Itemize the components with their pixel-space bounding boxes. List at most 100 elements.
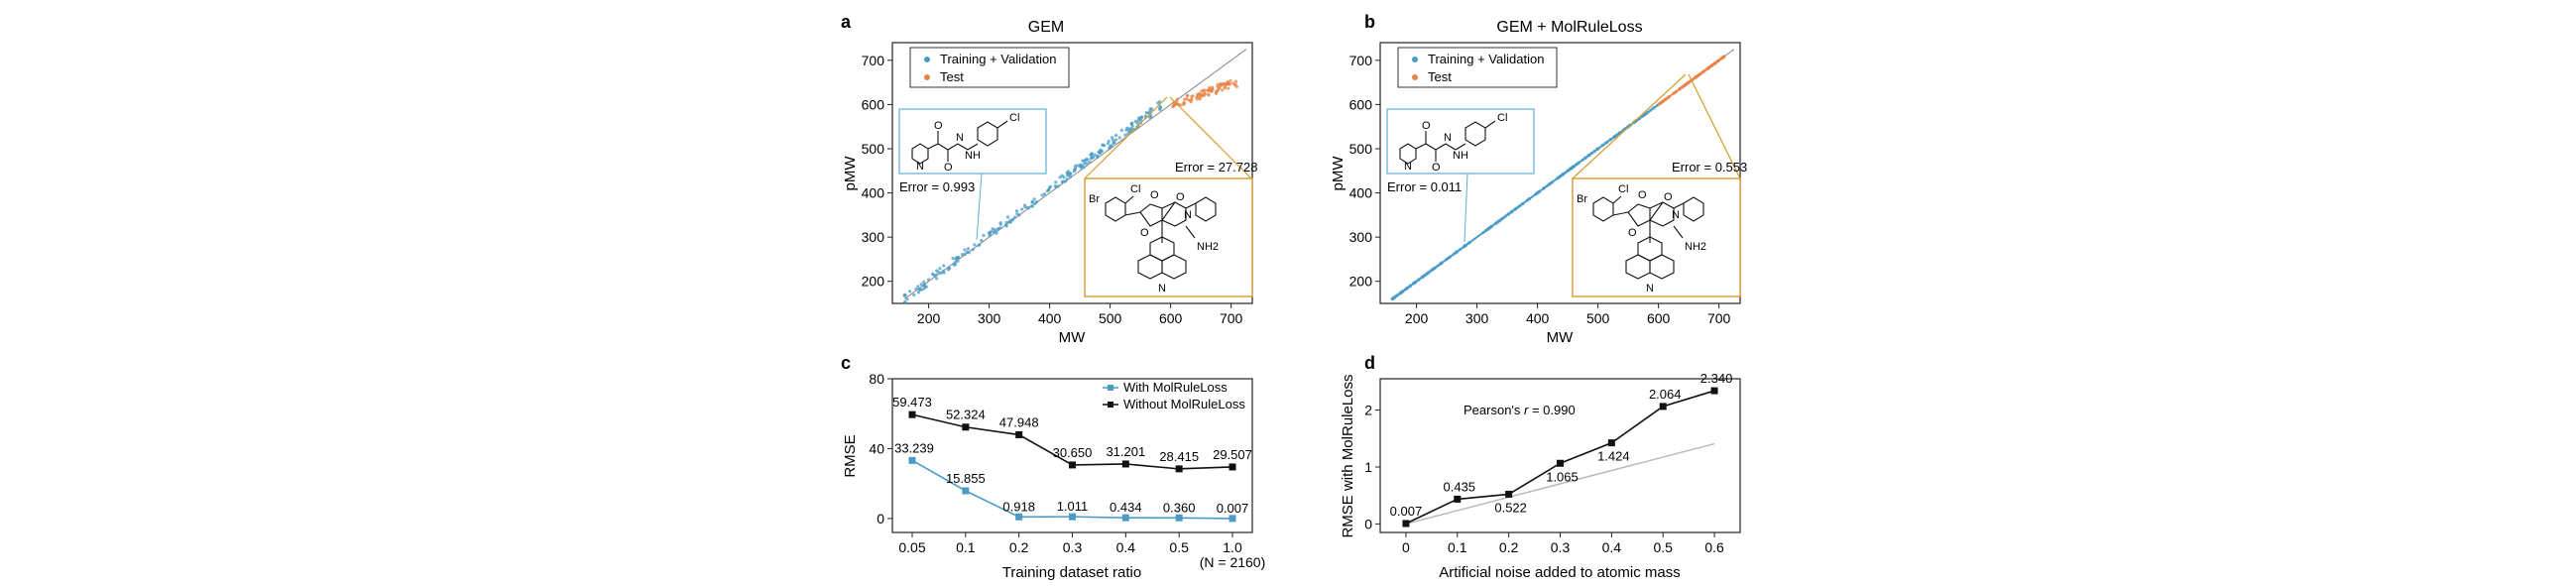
train-point	[1133, 119, 1137, 123]
panel-b-leader-blue	[1464, 173, 1468, 243]
test-point	[1186, 93, 1190, 97]
test-point	[1202, 91, 1207, 95]
panel-a-points	[902, 49, 1247, 303]
test-point	[1229, 78, 1232, 83]
molecule-2-nh2: NH2	[1197, 241, 1219, 253]
train-point	[1042, 192, 1047, 196]
train-point	[1076, 164, 1080, 168]
molecule-1-n1: N	[1444, 132, 1452, 144]
train-point	[1117, 136, 1121, 140]
pearson-value: = 0.990	[1528, 403, 1575, 417]
without-loss-data-label: 31.201	[1106, 444, 1145, 459]
train-point	[1030, 200, 1034, 204]
panel-b-error-blue: Error = 0.011	[1387, 179, 1462, 194]
rmse-point	[1454, 495, 1462, 503]
molecule-2-o1: O	[1638, 189, 1647, 201]
panel-a-plot-frame	[891, 42, 1253, 304]
train-point	[903, 293, 907, 297]
train-point	[922, 284, 926, 289]
train-point	[942, 271, 946, 275]
legend-test-label: Test	[940, 69, 964, 84]
train-point	[996, 227, 1000, 231]
train-point	[1144, 111, 1148, 115]
x-tick-label: 0.4	[1116, 539, 1136, 555]
y-tick-label: 80	[869, 371, 884, 387]
x-tick-label: 400	[1038, 310, 1062, 326]
test-point	[1200, 89, 1204, 93]
molecule-1-n-ring: N	[916, 161, 924, 173]
panel-a-error-orange: Error = 27.728	[1175, 160, 1257, 175]
train-point	[978, 243, 982, 247]
without-loss-point	[962, 423, 970, 431]
without-loss-data-label: 47.948	[999, 414, 1039, 429]
without-loss-data-label: 29.507	[1213, 447, 1252, 462]
test-point	[1207, 88, 1211, 93]
molecule-2-n1: N	[1184, 209, 1192, 221]
x-tick-label: 0.1	[1448, 539, 1467, 555]
train-point	[1088, 160, 1092, 165]
train-point	[963, 252, 967, 256]
with-loss-point	[1229, 515, 1236, 523]
train-point	[1065, 177, 1069, 181]
y-tick-label: 500	[862, 141, 885, 157]
test-point	[1233, 82, 1237, 86]
x-tick-label: 0.4	[1602, 539, 1622, 555]
molecule-2-br: Br	[1577, 193, 1587, 205]
test-point	[1216, 82, 1220, 86]
panel-b-leader-orange-2	[1688, 73, 1741, 179]
panel-a-error-blue: Error = 0.993	[899, 179, 975, 194]
x-tick-label: 300	[978, 310, 1001, 326]
molecule-1-icon	[911, 120, 1008, 165]
train-point	[960, 253, 965, 257]
panel-c-ticks: 0.05 0.1 0.2 0.3 0.4 0.5 1.0(N = 2160) 0 40 80	[869, 371, 1265, 570]
panel-c-label: c	[841, 353, 851, 373]
y-tick-label: 200	[1349, 274, 1373, 290]
test-point	[1182, 100, 1186, 104]
without-loss-point	[1121, 460, 1129, 468]
legend-with-label: With MolRuleLoss	[1123, 380, 1228, 395]
y-tick-label: 1	[1364, 459, 1372, 475]
x-tick-label: 600	[1647, 310, 1671, 326]
panel-c: c 0.05 0.1 0.2 0.3 0.4 0.5 1.0(N = 2160)04080 …	[841, 353, 1265, 581]
train-point	[967, 251, 971, 255]
train-point	[1064, 179, 1068, 183]
x-tick-label: 200	[1405, 310, 1429, 326]
molecule-2-o1: O	[1150, 189, 1159, 201]
molecule-2-n1: N	[1672, 209, 1680, 221]
molecule-1-n1: N	[956, 132, 964, 144]
with-loss-data-label: 0.918	[1002, 499, 1035, 514]
rmse-point	[1659, 403, 1667, 410]
train-point	[1112, 138, 1115, 143]
train-point	[1111, 136, 1114, 140]
train-point	[1100, 149, 1104, 154]
train-point	[1081, 159, 1085, 163]
train-point	[1093, 153, 1097, 157]
train-point	[954, 263, 958, 267]
train-point	[1139, 118, 1143, 122]
panel-b-inset-small: Cl O O N N N H	[1386, 108, 1535, 175]
rmse-data-label: 1.424	[1597, 449, 1630, 464]
train-point	[1020, 207, 1024, 211]
rmse-data-label: 1.065	[1546, 469, 1579, 484]
x-tick-label: 400	[1526, 310, 1550, 326]
x-tick-label: 200	[917, 310, 941, 326]
panel-b-ylabel: pMW	[1330, 156, 1347, 191]
with-loss-point	[1175, 514, 1183, 522]
molecule-2-icon	[1592, 195, 1704, 280]
x-tick-label: 500	[1099, 310, 1122, 326]
panel-b-inset-large: Br Cl O O O N N NH2	[1572, 177, 1741, 297]
train-point	[931, 272, 935, 276]
panel-c-ylabel: RMSE	[842, 434, 859, 477]
panel-a-ylabel: pMW	[842, 156, 859, 191]
molecule-2-nh2: NH2	[1685, 241, 1706, 253]
test-point	[1196, 92, 1200, 96]
train-point	[1068, 173, 1072, 176]
train-point	[1054, 180, 1058, 184]
molecule-1-n-ring: N	[1404, 161, 1412, 173]
legend-marker-without	[1108, 402, 1113, 408]
train-point	[1061, 179, 1065, 183]
with-loss-data-label: 15.855	[946, 471, 986, 486]
x-tick-label: 0.2	[1009, 539, 1029, 555]
test-point	[1214, 91, 1218, 95]
